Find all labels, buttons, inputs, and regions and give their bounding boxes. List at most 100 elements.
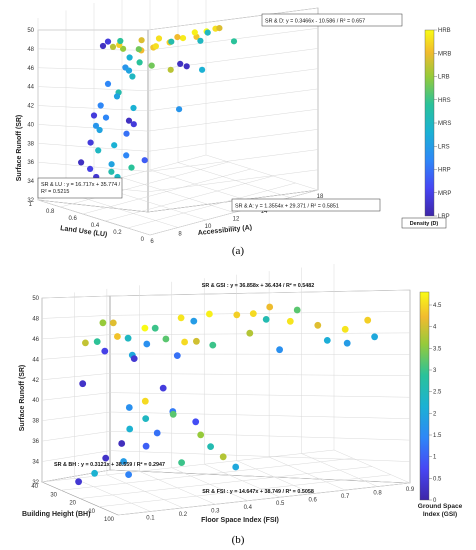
panel-b-point (126, 425, 134, 433)
panel-a-x-tick: 0.4 (91, 223, 100, 229)
panel-a-point (179, 35, 187, 42)
panel-b-point (101, 347, 109, 355)
panel-a-x-tick: 1 (29, 202, 33, 208)
panel-a-colorbar-tick: HRB (438, 28, 451, 34)
panel-a-y-tick: 12 (233, 217, 240, 223)
panel-b-colorbar-tick: 0.5 (433, 476, 442, 482)
panel-b-point (142, 415, 150, 422)
panel-a-caption: (a) (232, 245, 245, 257)
panel-b-point (178, 459, 186, 466)
panel-a-point (177, 60, 184, 67)
panel-b-point (79, 380, 87, 388)
panel-b-chart: 323436384042444648500.10.20.30.40.50.60.… (19, 264, 463, 546)
panel-b-colorbar-tick: 1 (433, 455, 437, 461)
panel-b-point (141, 324, 149, 332)
panel-b-ticks: 32 34 36 38 40 42 44 46 48 50 0.1 0.2 0.3 0.4 0.5 0.6 0.… (31, 296, 415, 523)
panel-b-colorbar-tick: 0 (433, 498, 437, 504)
panel-b-point (266, 303, 274, 311)
panel-b-colorbar-tick: 1.5 (433, 433, 442, 439)
panel-b-point (143, 340, 151, 348)
panel-b-y-tick: 0.3 (211, 508, 220, 514)
panel-b-colorbar-tick: 2.5 (433, 390, 442, 396)
panel-a-point (125, 117, 133, 124)
panel-a-colorbar-tick: MRP (438, 191, 451, 197)
panel-a-y-tick: 14 (261, 209, 268, 215)
panel-a-z-tick: 36 (27, 160, 34, 166)
panel-a-y-tick: 18 (317, 194, 324, 200)
panel-b-point (371, 333, 378, 341)
panel-b-z-tick: 40 (32, 398, 39, 404)
panel-b-z-tick: 44 (32, 357, 39, 363)
panel-a-z-tick: 50 (27, 28, 34, 34)
panel-a-y-tick: 8 (178, 232, 182, 238)
panel-b-z-tick: 50 (32, 296, 39, 302)
panel-a-point (104, 80, 112, 87)
panel-b-point (246, 329, 254, 337)
panel-a-point (87, 165, 94, 172)
panel-a-colorbar-tick: HRP (438, 168, 451, 174)
panel-b-point (233, 311, 241, 319)
panel-a-x-tick: 0 (141, 237, 145, 243)
panel-b-point (142, 442, 150, 450)
panel-a-point (128, 164, 135, 171)
panel-a-point (117, 37, 124, 45)
panel-a-point (199, 66, 206, 73)
panel-a-point (90, 112, 98, 119)
panel-a-zlabel: Surface Runoff (SR) (16, 115, 23, 182)
panel-a-point (97, 102, 104, 109)
panel-b-y-tick: 0.5 (276, 501, 285, 507)
panel-b-point (262, 316, 270, 323)
panel-b-colorbar (419, 291, 430, 501)
panel-b-point (190, 317, 198, 325)
panel-a-chart: 3234363840424446485068101214161810.80.60… (16, 0, 451, 257)
panel-a-point (104, 38, 112, 45)
panel-b-colorbar-tick: 4 (433, 325, 437, 331)
panel-b-point (364, 316, 372, 324)
panel-a-point (130, 104, 137, 112)
panel-b-point (207, 443, 215, 450)
panel-a-point (108, 168, 115, 175)
panel-b-xlabel: Building Height (BH) (22, 511, 90, 518)
panel-a-colorbar-tick: MRS (438, 121, 451, 127)
panel-b-points (75, 303, 378, 486)
panel-b-z-tick: 46 (32, 337, 39, 343)
panel-b-y-tick: 0.9 (406, 487, 415, 493)
panel-b-colorbar-ticks: 0 0.5 1 1.5 2 2.5 3 3.5 4 4.5 (429, 303, 442, 504)
panel-b-y-tick: 0.1 (146, 515, 155, 521)
panel-a-z-tick: 32 (27, 198, 34, 204)
panel-a-point (95, 147, 102, 154)
panel-a-point (109, 43, 117, 51)
panel-a-z-tick: 38 (27, 141, 34, 147)
panel-b-point (75, 478, 82, 486)
panel-a-x-tick: 0.8 (46, 209, 55, 215)
panel-a-colorbar-tick: HRS (438, 98, 451, 104)
panel-b-y-tick: 0.4 (244, 505, 253, 511)
panel-a-point (191, 29, 198, 36)
panel-b-point (181, 338, 189, 346)
panel-a-point (167, 66, 174, 73)
panel-b-point (93, 338, 101, 345)
panel-a-point (204, 29, 211, 36)
panel-a-point (78, 159, 85, 166)
panel-b-ylabel: Floor Space Index (FSI) (201, 517, 279, 524)
panel-a-points (78, 25, 238, 187)
panel-b-point (159, 384, 167, 392)
panel-a-y-tick: 6 (150, 239, 154, 245)
svg-text:SR & LU : y = 16.717x + 35.774: SR & LU : y = 16.717x + 35.774 /R² = 0.5… (41, 182, 121, 195)
panel-a-annotation-lu: SR & LU : y = 16.717x + 35.774 /R² = 0.5… (37, 177, 123, 199)
panel-b-point (286, 317, 294, 325)
panel-a-colorbar-ticks: LRP MRP HRP LRS MRS HRS LRB MRB HRB (434, 28, 451, 220)
panel-a-xlabel: Land Use (LU) (60, 225, 108, 239)
panel-a-point (176, 106, 183, 113)
panel-b-point (249, 310, 257, 317)
panel-b-y-tick: 0.2 (179, 512, 188, 518)
panel-b-point (276, 346, 283, 354)
panel-a-point (123, 130, 130, 137)
panel-a-point (87, 139, 94, 146)
panel-a-point (126, 54, 133, 61)
panel-a-z-tick: 44 (27, 85, 34, 91)
panel-a-colorbar-tick: LRP (438, 214, 450, 220)
panel-b-point (323, 337, 331, 344)
panel-b-point (118, 440, 126, 447)
